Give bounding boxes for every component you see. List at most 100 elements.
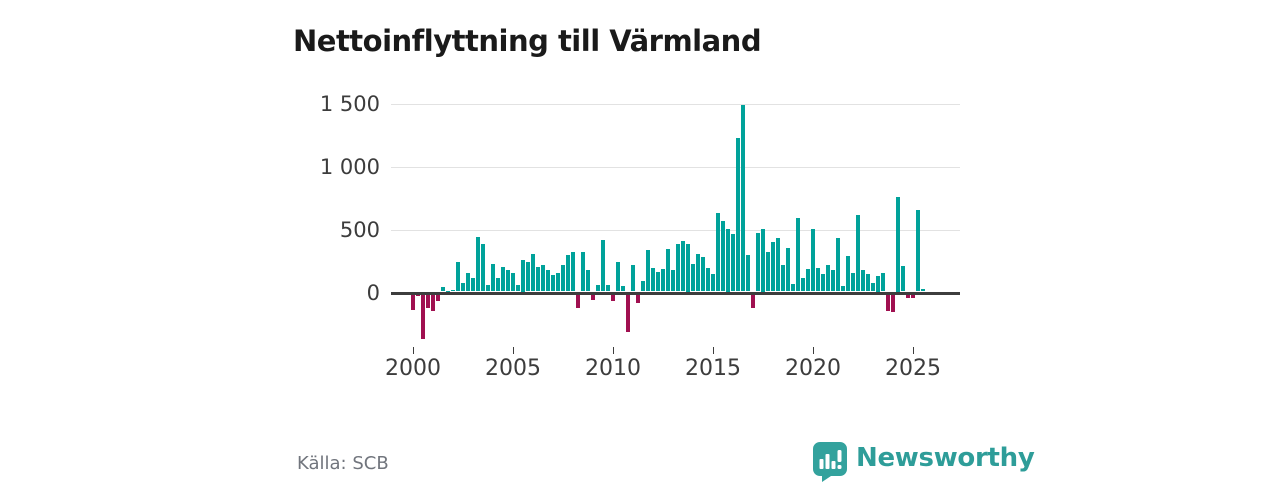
bar-2013-Q4 (686, 244, 690, 292)
y-axis-label-1500: 1 500 (319, 92, 380, 116)
x-tick-2025 (913, 347, 914, 354)
bar-2022-Q1 (851, 272, 855, 292)
bar-2016-Q2 (736, 138, 740, 292)
bar-2020-Q3 (821, 274, 825, 292)
x-tick-2005 (513, 347, 514, 354)
bar-2003-Q3 (481, 243, 485, 292)
bar-2013-Q1 (671, 270, 675, 292)
bar-2012-Q2 (656, 271, 660, 292)
gridline-1000 (391, 167, 960, 168)
bar-2015-Q3 (721, 220, 725, 292)
bar-2019-Q4 (806, 268, 810, 292)
bar-2009-Q4 (606, 285, 610, 292)
bar-2009-Q3 (601, 239, 605, 292)
bar-2006-Q4 (546, 270, 550, 292)
bar-2018-Q2 (776, 237, 780, 292)
bar-2022-Q4 (866, 274, 870, 292)
y-axis-label-500: 500 (339, 218, 380, 242)
bar-2017-Q3 (761, 228, 765, 292)
x-axis-label-2015: 2015 (685, 356, 741, 381)
bar-2017-Q4 (766, 251, 770, 292)
bar-2013-Q2 (676, 243, 680, 292)
bar-2014-Q4 (706, 267, 710, 292)
x-tick-2015 (713, 347, 714, 354)
bar-2009-Q1 (591, 294, 595, 300)
x-tick-2020 (813, 347, 814, 354)
bar-2012-Q3 (661, 269, 665, 292)
bar-2008-Q2 (576, 294, 580, 309)
bar-2020-Q4 (826, 265, 830, 292)
bar-2024-Q3 (901, 265, 905, 292)
bar-2016-Q3 (741, 105, 745, 292)
bar-2021-Q4 (846, 256, 850, 292)
bar-2002-Q2 (456, 261, 460, 292)
bar-2020-Q2 (816, 267, 820, 292)
gridline-1500 (391, 104, 960, 105)
bar-2006-Q3 (541, 265, 545, 292)
bar-2010-Q3 (621, 286, 625, 292)
bar-2014-Q1 (691, 264, 695, 292)
x-axis-label-2025: 2025 (885, 356, 941, 381)
bar-2000-Q4 (426, 294, 430, 309)
newsworthy-wordmark: Newsworthy (856, 443, 1035, 473)
bar-2019-Q2 (796, 217, 800, 292)
bar-2012-Q1 (651, 268, 655, 292)
gridline-500 (391, 230, 960, 231)
bar-2022-Q2 (856, 214, 860, 292)
bar-2025-Q3 (921, 288, 925, 292)
bar-2015-Q4 (726, 228, 730, 292)
bar-2006-Q1 (531, 253, 535, 292)
bar-2002-Q4 (466, 273, 470, 292)
bar-2000-Q1 (411, 294, 415, 310)
x-axis-label-2000: 2000 (385, 356, 441, 381)
bar-2018-Q4 (786, 248, 790, 292)
bar-2023-Q1 (871, 283, 875, 292)
bar-2018-Q3 (781, 265, 785, 292)
bar-2007-Q3 (561, 265, 565, 292)
bar-2010-Q1 (611, 294, 615, 301)
y-axis-label-0: 0 (366, 281, 380, 305)
bar-2010-Q2 (616, 261, 620, 292)
x-tick-2000 (413, 347, 414, 354)
bar-2000-Q3 (421, 294, 425, 339)
bar-2004-Q2 (496, 277, 500, 292)
bar-2015-Q1 (711, 274, 715, 292)
bar-2011-Q4 (646, 249, 650, 292)
bar-2005-Q2 (516, 285, 520, 292)
bar-2019-Q1 (791, 283, 795, 292)
bar-2025-Q1 (911, 294, 915, 299)
bar-2016-Q4 (746, 254, 750, 292)
bar-2006-Q2 (536, 266, 540, 292)
bar-2003-Q2 (476, 237, 480, 292)
bar-2023-Q2 (876, 275, 880, 292)
newsworthy-badge-icon (813, 442, 847, 482)
bar-2021-Q3 (841, 285, 845, 292)
bar-2007-Q2 (556, 273, 560, 292)
bar-2011-Q2 (636, 294, 640, 304)
bar-2000-Q2 (416, 294, 420, 296)
x-axis-label-2020: 2020 (785, 356, 841, 381)
bar-2014-Q3 (701, 256, 705, 292)
bar-2016-Q1 (731, 233, 735, 292)
x-axis-label-2010: 2010 (585, 356, 641, 381)
bar-2004-Q4 (506, 270, 510, 292)
bar-2003-Q4 (486, 284, 490, 292)
bar-2005-Q3 (521, 260, 525, 292)
bar-2025-Q2 (916, 209, 920, 292)
bar-2001-Q2 (436, 294, 440, 302)
bar-2012-Q4 (666, 248, 670, 292)
bar-2024-Q2 (896, 197, 900, 292)
bar-2021-Q2 (836, 237, 840, 292)
newsworthy-logo: Newsworthy (813, 442, 1035, 482)
bar-2009-Q2 (596, 284, 600, 292)
bar-2004-Q3 (501, 266, 505, 292)
x-tick-2010 (613, 347, 614, 354)
bar-2023-Q3 (881, 273, 885, 292)
bar-2021-Q1 (831, 270, 835, 292)
bar-2005-Q1 (511, 272, 515, 292)
bar-2001-Q4 (446, 290, 450, 292)
bar-2003-Q1 (471, 278, 475, 292)
bar-2001-Q3 (441, 287, 445, 292)
